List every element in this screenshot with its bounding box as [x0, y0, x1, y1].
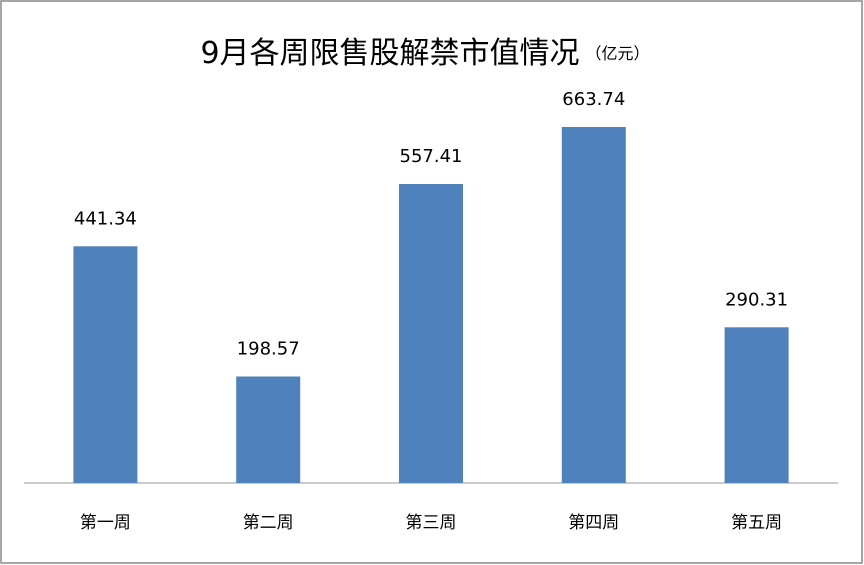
- x-tick-label: 第五周: [731, 513, 782, 533]
- bar: [724, 327, 789, 483]
- value-label: 441.34: [74, 208, 137, 229]
- value-label: 557.41: [400, 146, 463, 167]
- value-label: 198.57: [237, 338, 300, 359]
- x-tick-label: 第二周: [243, 513, 294, 533]
- x-tick-label: 第三周: [406, 513, 457, 533]
- chart-title-group: 9月各周限售股解禁市值情况 （亿元）: [200, 36, 649, 71]
- bar: [399, 184, 463, 483]
- bar: [236, 376, 301, 483]
- x-tick-label: 第四周: [568, 513, 619, 533]
- bar: [73, 246, 138, 483]
- chart-title: 9月各周限售股解禁市值情况: [200, 36, 579, 71]
- value-label: 290.31: [725, 289, 788, 310]
- chart-subtitle: （亿元）: [586, 44, 650, 63]
- bar: [561, 127, 626, 483]
- value-label: 663.74: [562, 89, 625, 110]
- x-tick-label: 第一周: [80, 513, 131, 533]
